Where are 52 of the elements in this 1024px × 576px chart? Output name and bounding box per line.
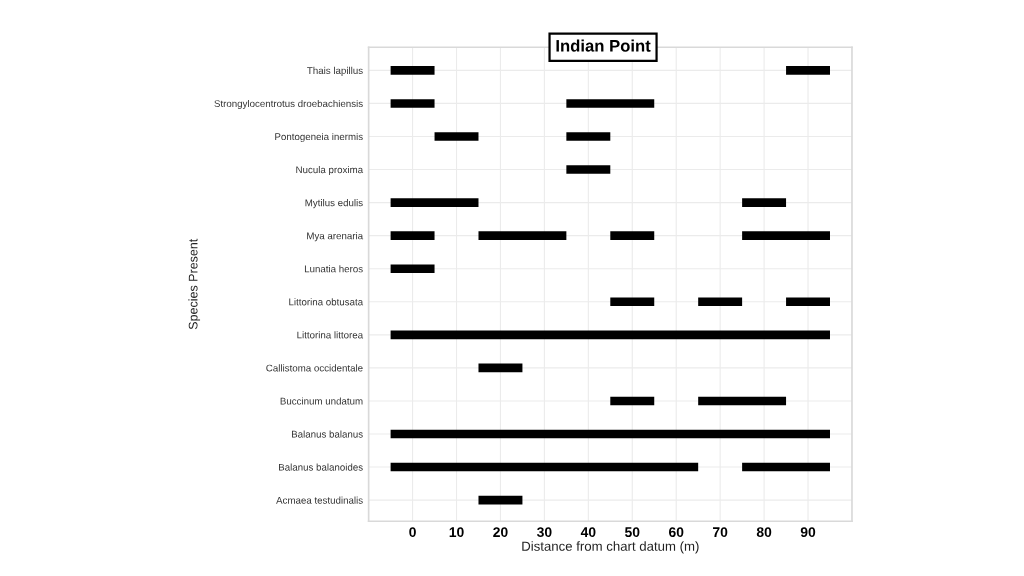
y-tick-label: Strongylocentrotus droebachiensis bbox=[214, 99, 363, 109]
bar bbox=[610, 297, 655, 307]
bar bbox=[390, 66, 435, 75]
bar bbox=[390, 264, 435, 274]
x-axis-title: Distance from chart datum (m) bbox=[522, 541, 699, 554]
bar bbox=[566, 132, 611, 141]
y-tick-label: Mya arenaria bbox=[307, 232, 364, 242]
y-tick-label: Nucula proxima bbox=[296, 166, 364, 176]
bar bbox=[390, 198, 479, 207]
y-tick-label: Thais lapillus bbox=[307, 66, 363, 76]
bar bbox=[390, 231, 435, 240]
bar bbox=[610, 231, 655, 240]
x-tick-label: 30 bbox=[536, 527, 552, 538]
y-tick-label: Buccinum undatum bbox=[280, 397, 363, 405]
y-tick-label: Balanus balanoides bbox=[279, 463, 363, 471]
x-tick-label: 20 bbox=[493, 527, 508, 538]
x-tick-label: 90 bbox=[800, 527, 816, 538]
y-tick-label: Littorina obtusata bbox=[289, 298, 364, 306]
bar bbox=[478, 363, 523, 373]
bar bbox=[786, 297, 830, 307]
x-tick-label: 70 bbox=[713, 527, 728, 538]
x-tick-label: 80 bbox=[756, 527, 772, 538]
bar bbox=[566, 99, 655, 108]
x-tick-label: 50 bbox=[624, 527, 640, 538]
bar bbox=[786, 66, 830, 75]
y-tick-label: Lunatia heros bbox=[304, 265, 363, 273]
chart-title: Indian Point bbox=[556, 39, 651, 52]
bar bbox=[742, 231, 830, 240]
bar bbox=[698, 396, 787, 406]
y-tick-label: Mytilus edulis bbox=[305, 199, 363, 209]
y-tick-label: Acmaea testudinalis bbox=[276, 496, 363, 504]
bar bbox=[742, 198, 787, 207]
x-tick-label: 60 bbox=[669, 527, 684, 538]
bar bbox=[742, 462, 830, 472]
bar bbox=[390, 429, 830, 439]
bar bbox=[390, 462, 699, 472]
bar bbox=[390, 330, 830, 340]
y-tick-label: Pontogeneia inermis bbox=[275, 132, 363, 143]
bar bbox=[390, 99, 435, 108]
x-tick-label: 0 bbox=[409, 527, 416, 538]
bar bbox=[478, 231, 567, 240]
y-tick-label: Littorina littorea bbox=[297, 331, 364, 339]
bar bbox=[566, 165, 611, 174]
y-tick-label: Balanus balanus bbox=[292, 430, 363, 438]
x-tick-label: 10 bbox=[449, 527, 464, 538]
y-axis-title: Species Present bbox=[188, 238, 201, 330]
bar bbox=[698, 297, 743, 307]
bar bbox=[434, 132, 479, 141]
bar bbox=[478, 495, 523, 505]
y-tick-label: Callistoma occidentale bbox=[266, 364, 363, 372]
bar bbox=[610, 396, 655, 406]
x-tick-label: 40 bbox=[580, 527, 596, 538]
